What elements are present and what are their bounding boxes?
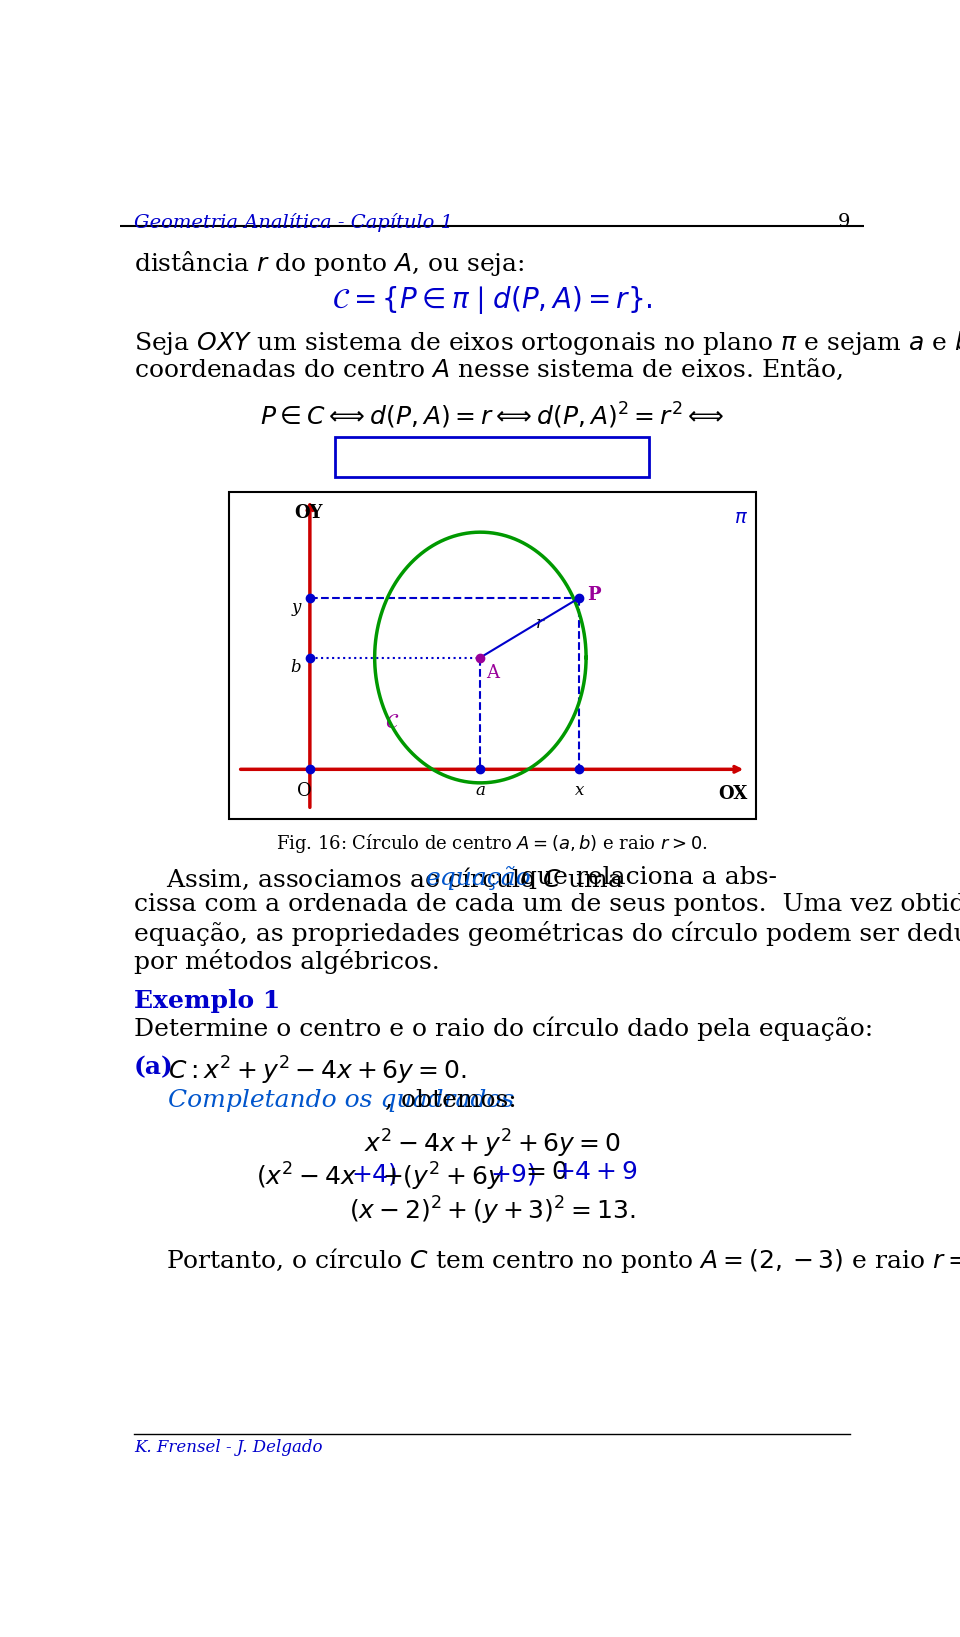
Text: $ + (y^2 + 6y$: $ + (y^2 + 6y$ <box>382 1161 504 1193</box>
Text: equação: equação <box>426 866 532 889</box>
Text: $+4+9$: $+4+9$ <box>554 1161 637 1184</box>
Text: Fig. 16: Círculo de centro $A = (a, b)$ e raio $r > 0$.: Fig. 16: Círculo de centro $A = (a, b)$ … <box>276 832 708 855</box>
Text: $(x - 2)^2 + (y + 3)^2 = 13.$: $(x - 2)^2 + (y + 3)^2 = 13.$ <box>348 1195 636 1228</box>
Text: OY: OY <box>295 504 323 522</box>
Text: $+9)$: $+9)$ <box>491 1161 537 1187</box>
Text: x: x <box>575 781 584 799</box>
Text: distância $r$ do ponto $A$, ou seja:: distância $r$ do ponto $A$, ou seja: <box>134 249 524 278</box>
Bar <box>335 437 649 476</box>
Text: $C : x^2 + y^2 - 4x + 6y = 0.$: $C : x^2 + y^2 - 4x + 6y = 0.$ <box>168 1054 467 1087</box>
Text: Portanto, o círculo $C$ tem centro no ponto $A = (2, -3)$ e raio $r = \sqrt{13}$: Portanto, o círculo $C$ tem centro no po… <box>166 1238 960 1275</box>
Text: OX: OX <box>718 784 748 802</box>
Bar <box>228 493 756 820</box>
Text: Seja $OXY$ um sistema de eixos ortogonais no plano $\pi$ e sejam $a$ e $b$ as: Seja $OXY$ um sistema de eixos ortogonai… <box>134 329 960 357</box>
Text: $ = 0$: $ = 0$ <box>521 1161 568 1184</box>
Text: A: A <box>487 663 499 681</box>
Text: K. Frensel - J. Delgado: K. Frensel - J. Delgado <box>134 1439 323 1457</box>
Text: r: r <box>536 614 544 632</box>
Text: $\pi$: $\pi$ <box>733 509 748 527</box>
Text: O: O <box>298 781 312 799</box>
Text: Completando os quadrados: Completando os quadrados <box>168 1089 515 1112</box>
Text: coordenadas do centro $A$ nesse sistema de eixos. Então,: coordenadas do centro $A$ nesse sistema … <box>134 357 843 381</box>
Text: Exemplo 1: Exemplo 1 <box>134 989 280 1013</box>
Text: $+4)$: $+4)$ <box>351 1161 397 1187</box>
Text: $P \in C \Longleftrightarrow d(P,A) = r \Longleftrightarrow d(P,A)^2 = r^2 \Long: $P \in C \Longleftrightarrow d(P,A) = r … <box>260 401 724 432</box>
Text: Assim, associamos ao círculo $C$ uma: Assim, associamos ao círculo $C$ uma <box>166 866 625 892</box>
Text: $(x - a)^2 + (y - b)^2 = r^2$: $(x - a)^2 + (y - b)^2 = r^2$ <box>343 439 641 475</box>
Text: P: P <box>587 586 601 604</box>
Text: 9: 9 <box>837 213 850 231</box>
Text: $\mathcal{C}$: $\mathcal{C}$ <box>385 714 398 732</box>
Text: que relaciona a abs-: que relaciona a abs- <box>513 866 777 889</box>
Text: a: a <box>475 781 486 799</box>
Text: $(x^2 - 4x$: $(x^2 - 4x$ <box>255 1161 357 1192</box>
Text: cissa com a ordenada de cada um de seus pontos.  Uma vez obtida a: cissa com a ordenada de cada um de seus … <box>134 894 960 917</box>
Text: Geometria Analítica - Capítulo 1: Geometria Analítica - Capítulo 1 <box>134 213 453 232</box>
Text: b: b <box>290 660 300 676</box>
Text: Determine o centro e o raio do círculo dado pela equação:: Determine o centro e o raio do círculo d… <box>134 1017 874 1041</box>
Text: por métodos algébricos.: por métodos algébricos. <box>134 949 440 974</box>
Text: $x^2 - 4x + y^2 + 6y = 0$: $x^2 - 4x + y^2 + 6y = 0$ <box>364 1128 620 1159</box>
Text: y: y <box>291 599 300 617</box>
Text: equação, as propriedades geométricas do círculo podem ser deduzidas: equação, as propriedades geométricas do … <box>134 922 960 946</box>
Text: (a): (a) <box>134 1054 174 1079</box>
Text: , obtemos:: , obtemos: <box>385 1089 516 1112</box>
Text: $\mathcal{C} = \{P \in \pi \mid d(P, A) = r\}.$: $\mathcal{C} = \{P \in \pi \mid d(P, A) … <box>331 285 653 316</box>
